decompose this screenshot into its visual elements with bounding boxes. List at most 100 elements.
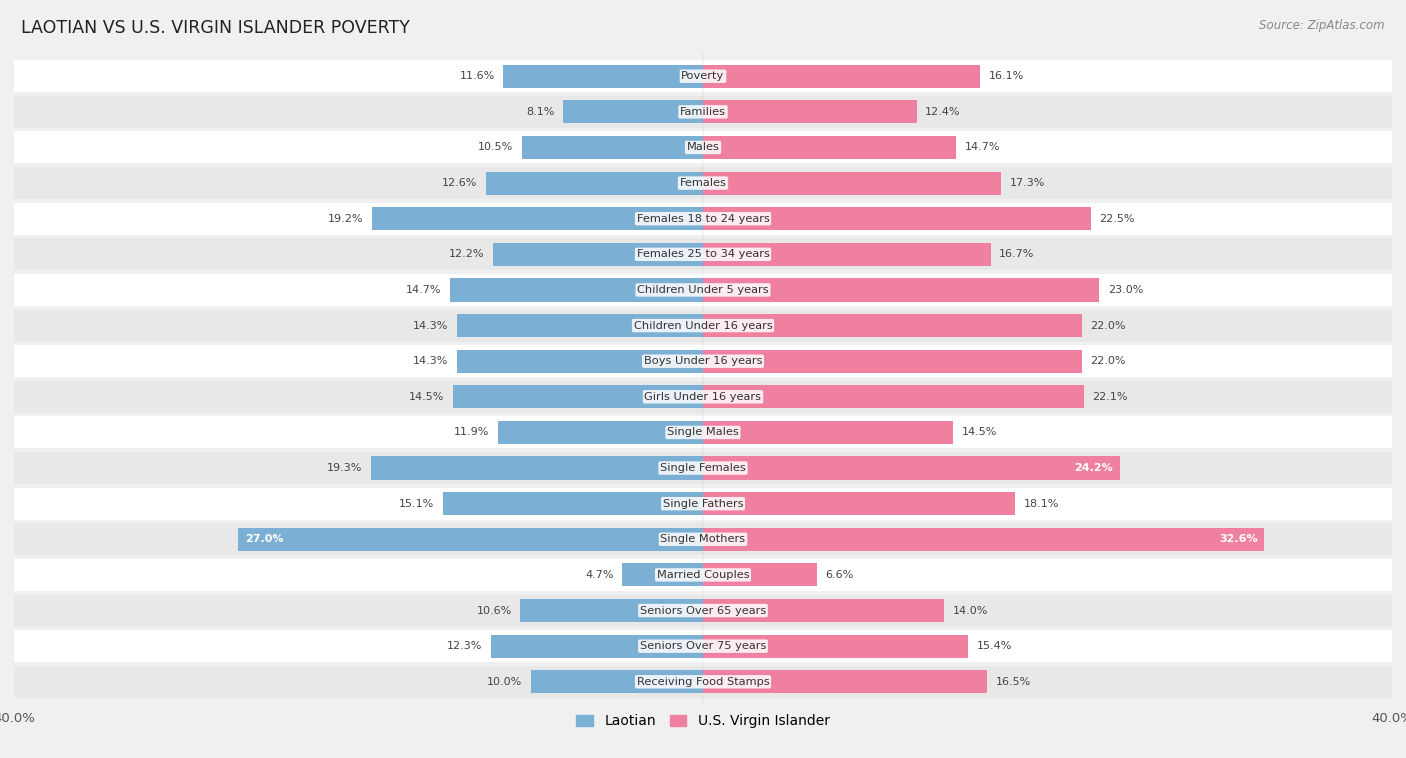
Text: 12.2%: 12.2%	[449, 249, 484, 259]
Bar	[703, 207, 1091, 230]
Bar	[703, 670, 987, 694]
Bar	[457, 314, 703, 337]
Bar	[238, 528, 703, 551]
Text: 16.7%: 16.7%	[1000, 249, 1035, 259]
Bar	[14, 666, 1392, 698]
Bar	[371, 456, 703, 480]
Text: 19.2%: 19.2%	[328, 214, 364, 224]
Bar	[621, 563, 703, 587]
Bar	[14, 487, 1392, 520]
Bar	[498, 421, 703, 444]
Text: Children Under 16 years: Children Under 16 years	[634, 321, 772, 330]
Bar	[486, 171, 703, 195]
Text: 15.1%: 15.1%	[399, 499, 434, 509]
Text: 32.6%: 32.6%	[1219, 534, 1257, 544]
Text: 8.1%: 8.1%	[526, 107, 555, 117]
Text: Females: Females	[679, 178, 727, 188]
Bar	[453, 385, 703, 409]
Text: Poverty: Poverty	[682, 71, 724, 81]
Bar	[494, 243, 703, 266]
Bar	[457, 349, 703, 373]
Text: 10.0%: 10.0%	[486, 677, 522, 687]
Text: Source: ZipAtlas.com: Source: ZipAtlas.com	[1260, 19, 1385, 32]
Bar	[373, 207, 703, 230]
Text: Receiving Food Stamps: Receiving Food Stamps	[637, 677, 769, 687]
Text: 16.5%: 16.5%	[995, 677, 1031, 687]
Bar	[703, 421, 953, 444]
Text: 14.5%: 14.5%	[409, 392, 444, 402]
Bar	[503, 64, 703, 88]
Text: Seniors Over 75 years: Seniors Over 75 years	[640, 641, 766, 651]
Bar	[703, 278, 1099, 302]
Bar	[14, 381, 1392, 413]
Text: 22.0%: 22.0%	[1091, 356, 1126, 366]
Text: Boys Under 16 years: Boys Under 16 years	[644, 356, 762, 366]
Bar	[14, 523, 1392, 556]
Bar	[491, 634, 703, 658]
Bar	[703, 171, 1001, 195]
Text: 14.3%: 14.3%	[413, 356, 449, 366]
Text: 14.0%: 14.0%	[953, 606, 988, 615]
Text: LAOTIAN VS U.S. VIRGIN ISLANDER POVERTY: LAOTIAN VS U.S. VIRGIN ISLANDER POVERTY	[21, 19, 411, 37]
Text: 10.5%: 10.5%	[478, 143, 513, 152]
Bar	[703, 563, 817, 587]
Text: 12.3%: 12.3%	[447, 641, 482, 651]
Text: 14.3%: 14.3%	[413, 321, 449, 330]
Bar	[703, 243, 991, 266]
Bar	[14, 96, 1392, 128]
Text: Females 18 to 24 years: Females 18 to 24 years	[637, 214, 769, 224]
Bar	[703, 314, 1083, 337]
Bar	[703, 456, 1119, 480]
Text: Single Males: Single Males	[666, 428, 740, 437]
Text: 22.0%: 22.0%	[1091, 321, 1126, 330]
Bar	[14, 131, 1392, 164]
Bar	[14, 167, 1392, 199]
Bar	[703, 349, 1083, 373]
Text: 11.6%: 11.6%	[460, 71, 495, 81]
Text: Girls Under 16 years: Girls Under 16 years	[644, 392, 762, 402]
Bar	[703, 100, 917, 124]
Bar	[14, 202, 1392, 235]
Text: 18.1%: 18.1%	[1024, 499, 1059, 509]
Bar	[703, 528, 1264, 551]
Text: 15.4%: 15.4%	[977, 641, 1012, 651]
Bar	[703, 64, 980, 88]
Bar	[14, 630, 1392, 662]
Bar	[520, 599, 703, 622]
Text: 12.4%: 12.4%	[925, 107, 960, 117]
Bar	[14, 60, 1392, 92]
Bar	[14, 594, 1392, 627]
Text: 11.9%: 11.9%	[454, 428, 489, 437]
Text: 24.2%: 24.2%	[1074, 463, 1114, 473]
Text: 12.6%: 12.6%	[441, 178, 478, 188]
Text: 16.1%: 16.1%	[988, 71, 1024, 81]
Bar	[564, 100, 703, 124]
Text: 4.7%: 4.7%	[585, 570, 613, 580]
Text: 14.7%: 14.7%	[406, 285, 441, 295]
Bar	[14, 416, 1392, 449]
Text: 17.3%: 17.3%	[1010, 178, 1045, 188]
Text: 19.3%: 19.3%	[326, 463, 361, 473]
Text: Single Females: Single Females	[661, 463, 745, 473]
Text: 23.0%: 23.0%	[1108, 285, 1143, 295]
Bar	[14, 274, 1392, 306]
Text: 6.6%: 6.6%	[825, 570, 853, 580]
Text: Females 25 to 34 years: Females 25 to 34 years	[637, 249, 769, 259]
Bar	[14, 452, 1392, 484]
Bar	[703, 492, 1015, 515]
Bar	[703, 634, 969, 658]
Text: 27.0%: 27.0%	[245, 534, 284, 544]
Text: Single Mothers: Single Mothers	[661, 534, 745, 544]
Text: Married Couples: Married Couples	[657, 570, 749, 580]
Bar	[703, 385, 1084, 409]
Legend: Laotian, U.S. Virgin Islander: Laotian, U.S. Virgin Islander	[571, 709, 835, 734]
Text: 10.6%: 10.6%	[477, 606, 512, 615]
Bar	[531, 670, 703, 694]
Bar	[703, 599, 945, 622]
Bar	[450, 278, 703, 302]
Text: Seniors Over 65 years: Seniors Over 65 years	[640, 606, 766, 615]
Text: Children Under 5 years: Children Under 5 years	[637, 285, 769, 295]
Bar	[703, 136, 956, 159]
Text: Families: Families	[681, 107, 725, 117]
Bar	[14, 559, 1392, 591]
